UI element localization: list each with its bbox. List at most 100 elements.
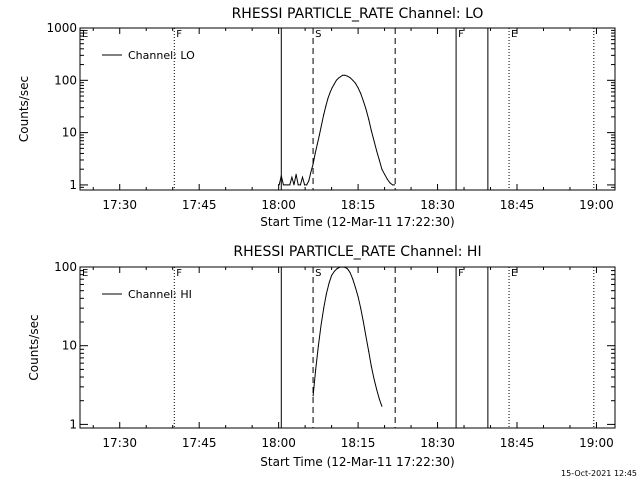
plot-frame — [79, 27, 616, 191]
data-point — [278, 184, 280, 186]
footer-timestamp: 15-Oct-2021 12:45 — [561, 469, 637, 478]
event-flag-label: E — [511, 29, 517, 40]
data-point — [321, 124, 322, 126]
data-point — [302, 176, 303, 178]
data-point — [381, 405, 383, 407]
data-point — [336, 268, 338, 270]
data-point — [354, 82, 356, 84]
data-point — [327, 98, 329, 99]
chart-panel-2: RHESSI PARTICLE_RATE Channel: HI 17:30 17:… — [27, 244, 616, 469]
data-point — [314, 152, 316, 154]
data-point — [299, 184, 301, 186]
data-point — [389, 182, 391, 184]
data-point — [360, 93, 362, 94]
data-point — [335, 79, 337, 81]
data-point — [370, 365, 372, 367]
y-axis-title: Counts/sec — [17, 76, 31, 142]
event-flag-label: S — [315, 268, 321, 279]
data-point — [349, 77, 351, 79]
data-point — [329, 92, 331, 94]
data-point — [312, 395, 314, 397]
chart-title: RHESSI PARTICLE_RATE Channel: HI — [233, 244, 481, 260]
data-point — [365, 336, 367, 338]
data-point — [312, 163, 314, 165]
event-flag-label: F — [176, 268, 182, 279]
y-tick-label: 1 — [69, 178, 77, 192]
x-tick-label: 18:30 — [420, 198, 455, 212]
data-point — [297, 184, 299, 186]
event-flag-label: E — [82, 268, 88, 279]
data-point — [282, 184, 284, 186]
data-point — [376, 150, 378, 152]
data-point — [347, 268, 348, 270]
data-point — [323, 114, 325, 116]
data-point — [368, 350, 370, 352]
x-tick-label: 18:30 — [420, 436, 455, 450]
data-point — [342, 74, 344, 76]
y-axis-title: Counts/sec — [27, 314, 41, 380]
x-tick-label: 18:45 — [500, 198, 535, 212]
data-point — [308, 180, 310, 182]
data-point — [291, 176, 293, 178]
x-tick-label: 18:00 — [261, 436, 296, 450]
data-point — [360, 307, 362, 309]
data-point — [362, 100, 364, 102]
y-tick-label: 10 — [62, 126, 77, 140]
data-point — [315, 368, 317, 370]
data-point — [373, 140, 375, 142]
data-point — [381, 168, 383, 170]
data-point — [325, 293, 327, 295]
x-tick-label: 19:00 — [579, 198, 614, 212]
data-point — [376, 388, 378, 390]
data-point — [295, 173, 297, 175]
series-line — [278, 74, 395, 186]
y-tick-label: 1 — [69, 417, 77, 431]
data-point — [368, 118, 370, 120]
x-tick-label: 18:45 — [500, 436, 535, 450]
data-point — [320, 325, 322, 327]
data-point — [306, 184, 308, 186]
chart-panel-1: RHESSI PARTICLE_RATE Channel: LO 17:30 17:… — [17, 6, 616, 229]
data-point — [325, 105, 327, 107]
data-point — [370, 130, 372, 131]
event-flag-label: S — [315, 29, 321, 40]
data-point — [331, 87, 333, 89]
data-point — [280, 175, 282, 177]
data-point — [339, 266, 341, 268]
x-tick-label: 19:00 — [579, 436, 614, 450]
data-point — [310, 171, 312, 173]
data-point — [357, 87, 359, 89]
data-point — [392, 184, 393, 186]
y-tick-label: 100 — [54, 260, 77, 274]
x-tick-label: 17:30 — [102, 436, 137, 450]
data-point — [394, 184, 396, 186]
data-point — [344, 74, 346, 76]
y-tick-label: 10 — [62, 339, 77, 353]
event-flag-label: E — [511, 268, 517, 279]
data-point — [352, 79, 354, 81]
data-point — [352, 278, 354, 280]
x-axis-title: Start Time (12-Mar-11 17:22:30) — [260, 215, 454, 229]
plot-frame — [79, 266, 616, 429]
data-point — [378, 398, 380, 400]
x-tick-label: 17:45 — [182, 436, 217, 450]
x-tick-label: 18:15 — [341, 436, 376, 450]
data-point — [328, 282, 330, 284]
data-point — [285, 184, 286, 186]
data-point — [378, 159, 380, 161]
data-point — [365, 108, 367, 110]
data-point — [289, 184, 291, 186]
x-axis-title: Start Time (12-Mar-11 17:22:30) — [260, 455, 454, 469]
data-point — [357, 296, 359, 298]
event-flag-label: F — [458, 268, 464, 279]
x-tick-label: 17:30 — [102, 198, 137, 212]
legend-label: Channel: LO — [128, 49, 195, 62]
event-flag-label: F — [458, 29, 464, 40]
x-tick-label: 17:45 — [182, 198, 217, 212]
data-point — [317, 345, 319, 347]
event-flag-label: E — [82, 29, 88, 40]
data-point — [340, 76, 342, 78]
data-point — [386, 178, 388, 180]
data-point — [304, 184, 306, 186]
